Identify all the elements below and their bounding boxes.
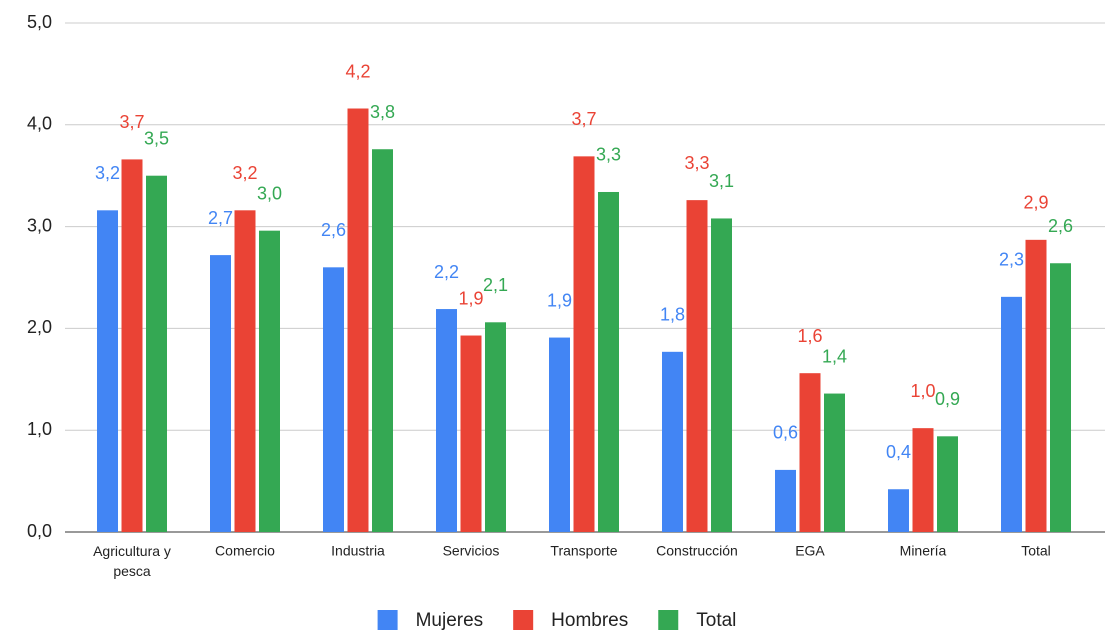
- value-label: 1,6: [797, 326, 822, 346]
- x-tick-label: Comercio: [215, 543, 275, 559]
- x-tick-label: Transporte: [550, 543, 617, 559]
- value-label: 2,7: [208, 208, 233, 228]
- x-tick-label: Agricultura y pesca: [93, 543, 171, 579]
- value-label: 3,2: [95, 163, 120, 183]
- bar: [912, 428, 934, 532]
- value-label: 0,4: [886, 442, 911, 462]
- bar: [436, 309, 457, 532]
- bar: [259, 230, 280, 532]
- value-label: 2,6: [321, 220, 346, 240]
- bar: [824, 393, 845, 532]
- value-label: 2,1: [483, 275, 508, 295]
- x-tick-label: Minería: [900, 543, 947, 559]
- bar: [573, 156, 595, 532]
- y-tick-label: 0,0: [27, 521, 52, 541]
- value-label: 3,3: [684, 153, 709, 173]
- bar: [347, 108, 369, 533]
- value-label: 4,2: [345, 61, 370, 81]
- legend-swatch: [658, 610, 679, 630]
- bar: [210, 255, 231, 532]
- value-label: 2,6: [1048, 216, 1073, 236]
- bar: [234, 210, 256, 532]
- y-tick-label: 5,0: [27, 12, 52, 32]
- bar: [686, 200, 708, 532]
- value-label: 3,5: [144, 128, 169, 148]
- bar: [460, 335, 482, 532]
- bar: [888, 489, 909, 532]
- value-label: 3,8: [370, 102, 395, 122]
- value-label: 0,6: [773, 423, 798, 443]
- y-tick-label: 4,0: [27, 114, 52, 134]
- value-label: 0,9: [935, 389, 960, 409]
- bar: [121, 159, 143, 533]
- y-tick-label: 3,0: [27, 215, 52, 235]
- x-tick-label: EGA: [795, 543, 825, 559]
- legend-label: Total: [696, 610, 736, 631]
- legend-label: Hombres: [551, 610, 628, 631]
- bar: [662, 351, 683, 532]
- bar: [97, 210, 118, 532]
- legend-swatch: [513, 610, 534, 630]
- bar: [598, 191, 619, 532]
- bar: [485, 322, 506, 532]
- value-label: 1,8: [660, 305, 685, 325]
- x-tick-label: Total: [1021, 543, 1051, 559]
- value-label: 3,1: [709, 171, 734, 191]
- value-label: 1,0: [910, 381, 935, 401]
- value-label: 2,2: [434, 262, 459, 282]
- bar: [711, 218, 732, 532]
- bar: [146, 175, 167, 532]
- bar: [937, 436, 958, 532]
- bar: [1050, 263, 1071, 532]
- y-tick-label: 2,0: [27, 317, 52, 337]
- x-tick-label: Industria: [331, 543, 385, 559]
- bar: [372, 149, 393, 532]
- value-label: 3,3: [596, 145, 621, 165]
- x-tick-label: Construcción: [656, 543, 738, 559]
- bar: [323, 267, 344, 532]
- y-tick-label: 1,0: [27, 419, 52, 439]
- legend-swatch: [377, 610, 398, 630]
- value-label: 2,3: [999, 250, 1024, 270]
- value-label: 3,7: [571, 109, 596, 129]
- bar: [1001, 296, 1022, 532]
- value-label: 3,2: [232, 163, 257, 183]
- x-tick-label: Servicios: [443, 543, 500, 559]
- value-label: 1,9: [547, 290, 572, 310]
- value-label: 1,4: [822, 346, 847, 366]
- value-label: 2,9: [1023, 193, 1048, 213]
- value-label: 3,0: [257, 183, 282, 203]
- bar: [775, 469, 796, 532]
- bar: [1025, 239, 1047, 533]
- legend-label: Mujeres: [416, 610, 484, 631]
- bar: [799, 373, 821, 532]
- value-label: 1,9: [458, 288, 483, 308]
- value-label: 3,7: [119, 112, 144, 132]
- bar: [549, 337, 570, 532]
